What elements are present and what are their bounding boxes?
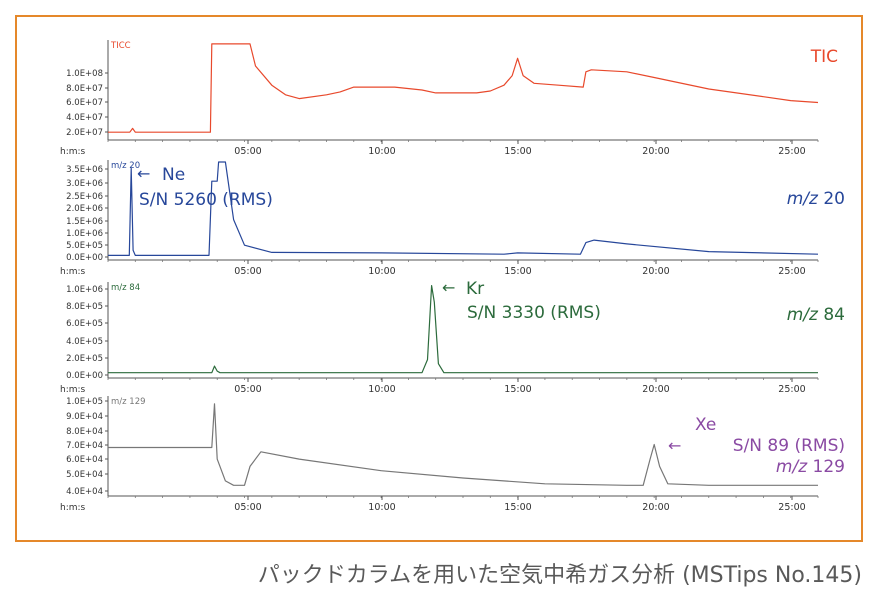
y-tick-label: 1.0E+08 (66, 69, 103, 79)
time-axis-label: h:m:s (60, 385, 86, 395)
y-tick-label: 1.5E+06 (66, 217, 103, 227)
time-axis-label: h:m:s (60, 503, 86, 513)
x-tick-label: 20:00 (642, 146, 669, 157)
mz-prefix: m/z (787, 305, 824, 325)
x-tick-label: 20:00 (642, 266, 669, 277)
trace-label: m/z 20 (111, 161, 140, 171)
mz-prefix: m/z (776, 457, 813, 477)
y-tick-label: 1.0E+06 (66, 285, 103, 295)
tic-trace (108, 43, 819, 133)
time-axis-label: h:m:s (60, 147, 86, 157)
y-tick-label: 8.0E+05 (66, 302, 103, 312)
mz84-trace (108, 285, 818, 374)
y-tick-label: 2.0E+07 (66, 128, 103, 138)
xe-arrow: ← (668, 436, 681, 455)
x-tick-label: 15:00 (504, 502, 531, 513)
x-tick-label: 10:00 (368, 384, 395, 395)
x-tick-label: 25:00 (778, 502, 805, 513)
y-tick-label: 6.0E+04 (66, 455, 103, 465)
y-tick-label: 4.0E+05 (66, 337, 103, 347)
y-tick-label: 2.0E+06 (66, 204, 103, 214)
ne-arrow: ← (137, 164, 150, 183)
mz-value: 84 (823, 305, 845, 325)
x-tick-label: 05:00 (234, 266, 261, 277)
x-tick-label: 25:00 (778, 146, 805, 157)
x-tick-label: 10:00 (368, 146, 395, 157)
tic-label: TIC (810, 47, 838, 67)
y-tick-label: 8.0E+07 (66, 84, 103, 94)
mz20-label: m/z 20 (787, 189, 845, 209)
y-tick-label: 6.0E+07 (66, 98, 103, 108)
y-tick-label: 2.5E+06 (66, 192, 103, 202)
x-tick-label: 15:00 (504, 384, 531, 395)
mz-prefix: m/z (787, 189, 824, 209)
y-tick-label: 1.0E+06 (66, 229, 103, 239)
mz129-label: m/z 129 (776, 457, 845, 477)
y-tick-label: 4.0E+07 (66, 113, 103, 123)
figure-caption: パックドカラムを用いた空気中希ガス分析 (MSTips No.145) (257, 563, 862, 588)
y-tick-label: 6.0E+05 (66, 319, 103, 329)
y-tick-label: 4.0E+04 (66, 487, 103, 497)
time-axis-label: h:m:s (60, 267, 86, 277)
y-tick-label: 9.0E+04 (66, 412, 103, 422)
kr-arrow: ← (442, 278, 455, 297)
kr-sn: S/N 3330 (RMS) (467, 303, 601, 323)
kr-label: Kr (466, 279, 484, 299)
mz84-label: m/z 84 (787, 305, 845, 325)
xe-sn: S/N 89 (RMS) (733, 436, 845, 456)
mz-value: 129 (813, 457, 845, 477)
trace-label: m/z 129 (111, 397, 146, 407)
y-tick-label: 0.0E+00 (66, 371, 103, 381)
y-tick-label: 0.0E+00 (66, 253, 103, 263)
y-tick-label: 7.0E+04 (66, 441, 103, 451)
y-tick-label: 5.0E+05 (66, 241, 103, 251)
mz-value: 20 (823, 189, 845, 209)
y-tick-label: 1.0E+05 (66, 397, 103, 407)
y-tick-label: 3.5E+06 (66, 165, 103, 175)
x-tick-label: 05:00 (234, 502, 261, 513)
y-tick-label: 2.0E+05 (66, 354, 103, 364)
x-tick-label: 05:00 (234, 146, 261, 157)
mz20-trace (108, 161, 819, 256)
trace-label: m/z 84 (111, 283, 140, 293)
x-tick-label: 20:00 (642, 384, 669, 395)
y-tick-label: 3.0E+06 (66, 179, 103, 189)
ne-label: Ne (162, 165, 185, 185)
mz129-trace (108, 403, 818, 486)
x-tick-label: 20:00 (642, 502, 669, 513)
x-tick-label: 10:00 (368, 266, 395, 277)
y-tick-label: 8.0E+04 (66, 427, 103, 437)
y-tick-label: 5.0E+04 (66, 470, 103, 480)
x-tick-label: 10:00 (368, 502, 395, 513)
x-tick-label: 15:00 (504, 146, 531, 157)
x-tick-label: 25:00 (778, 384, 805, 395)
xe-label: Xe (695, 415, 716, 435)
x-tick-label: 05:00 (234, 384, 261, 395)
x-tick-label: 25:00 (778, 266, 805, 277)
figure-frame (15, 15, 863, 542)
ne-sn: S/N 5260 (RMS) (139, 190, 273, 210)
trace-label: TICC (110, 41, 131, 51)
x-tick-label: 15:00 (504, 266, 531, 277)
